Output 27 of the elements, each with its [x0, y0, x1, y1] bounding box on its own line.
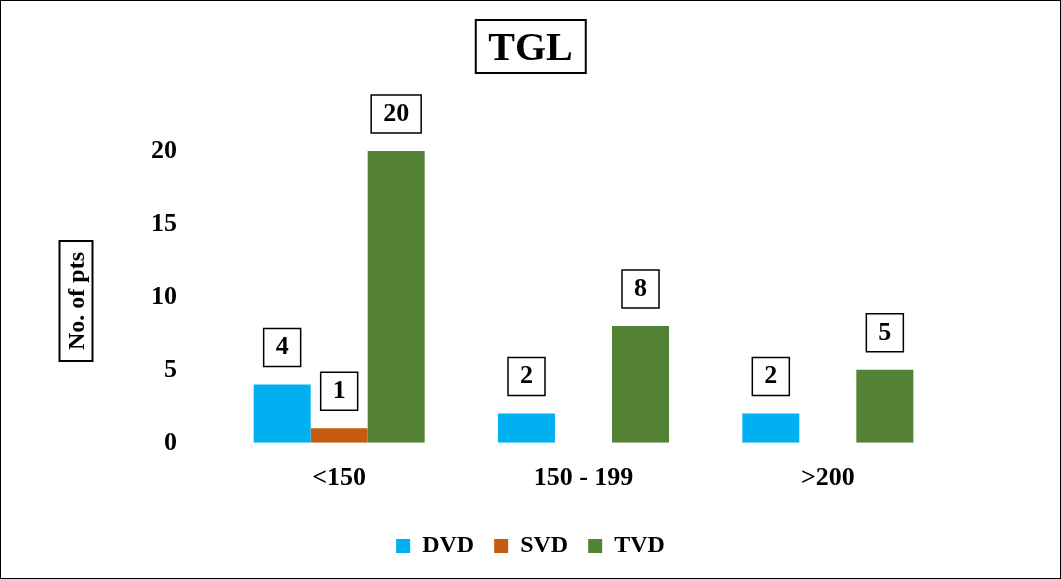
legend-label: DVD: [422, 531, 475, 558]
data-label: 8: [634, 272, 648, 302]
data-label: 4: [275, 331, 289, 361]
y-tick-label: 10: [151, 280, 177, 310]
bar: [856, 369, 914, 443]
legend-label: TVD: [614, 531, 665, 558]
data-label: 2: [519, 360, 533, 390]
bar: [612, 326, 670, 443]
bar: [253, 384, 311, 443]
bar: [310, 428, 368, 443]
data-label: 20: [383, 97, 410, 127]
y-tick-label: 5: [164, 353, 177, 383]
data-label: 2: [764, 360, 778, 390]
bar: [367, 151, 425, 443]
x-tick-label: >200: [800, 462, 855, 492]
x-tick-label: <150: [312, 462, 367, 492]
bar: [742, 413, 800, 443]
y-tick-label: 15: [151, 207, 177, 237]
y-tick-label: 20: [151, 134, 177, 164]
chart-title: TGL: [474, 19, 587, 74]
data-label: 5: [878, 316, 892, 346]
data-label: 1: [332, 374, 346, 404]
y-axis-title: No. of pts: [58, 239, 94, 363]
bar: [497, 413, 555, 443]
y-tick-label: 0: [164, 426, 177, 456]
legend-label: SVD: [520, 531, 569, 558]
x-tick-label: 150 - 199: [533, 462, 634, 492]
